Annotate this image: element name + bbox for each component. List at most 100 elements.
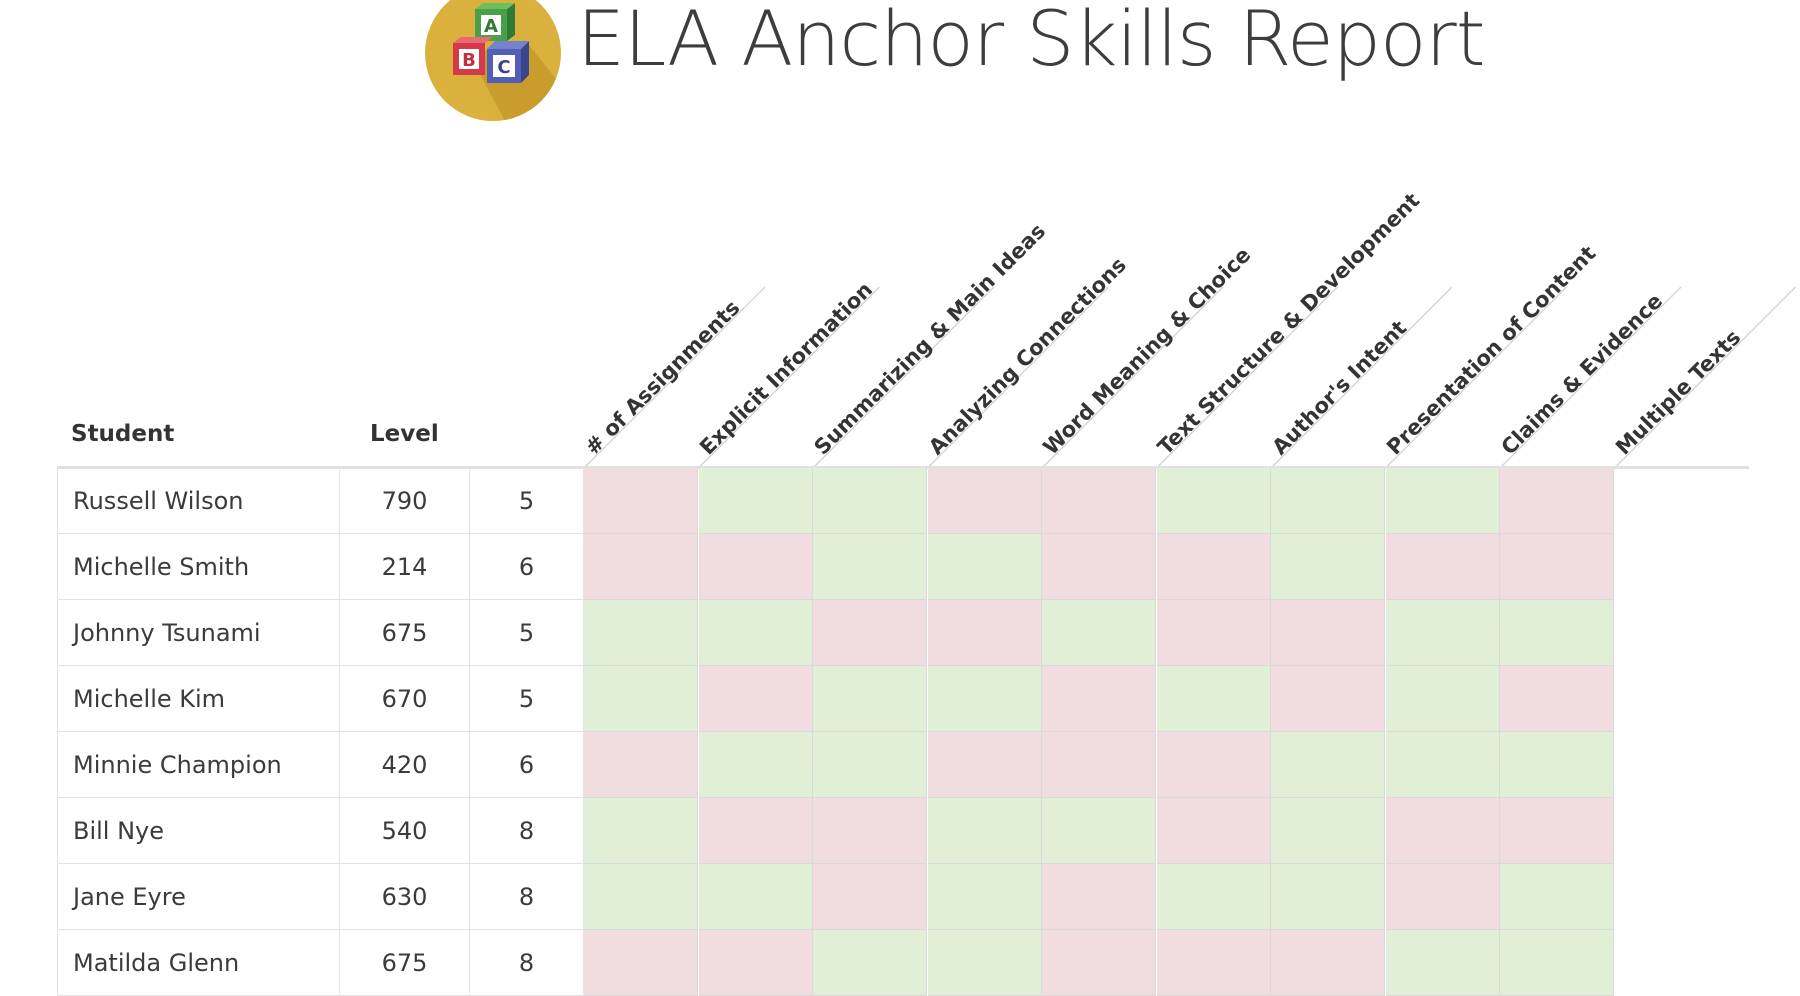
skill-status-cell[interactable] — [813, 468, 927, 534]
skill-status-cell[interactable] — [927, 930, 1042, 996]
skill-status-cell[interactable] — [1271, 534, 1385, 600]
skill-status-cell[interactable] — [1500, 732, 1614, 798]
skill-status-cell[interactable] — [1042, 666, 1156, 732]
skill-status-cell[interactable] — [813, 864, 927, 930]
skill-status-cell[interactable] — [927, 534, 1042, 600]
level-cell: 675 — [340, 600, 470, 666]
table-row[interactable]: Minnie Champion 420 6 — [57, 732, 1614, 798]
skill-status-cell[interactable] — [698, 600, 813, 666]
assignment-count-cell-text: 5 — [518, 685, 535, 713]
skill-status-cell[interactable] — [1271, 666, 1385, 732]
skill-status-cell[interactable] — [1500, 930, 1614, 996]
skill-status-cell[interactable] — [584, 930, 698, 996]
level-column-header[interactable]: Level — [370, 421, 439, 447]
skill-status-cell[interactable] — [1156, 666, 1271, 732]
skill-status-cell[interactable] — [1156, 864, 1271, 930]
skill-status-cell[interactable] — [1385, 732, 1500, 798]
table-row[interactable]: Bill Nye 540 8 — [57, 798, 1614, 864]
skill-status-cell[interactable] — [1385, 666, 1500, 732]
skill-column-header[interactable]: Text Structure & Development — [1153, 188, 1424, 459]
skill-status-cell[interactable] — [1042, 732, 1156, 798]
skill-status-cell[interactable] — [1271, 600, 1385, 666]
skill-column-header[interactable]: Summarizing & Main Ideas — [810, 219, 1051, 460]
skill-status-cell[interactable] — [813, 666, 927, 732]
skill-status-cell[interactable] — [927, 600, 1042, 666]
skill-status-cell[interactable] — [1385, 534, 1500, 600]
skill-status-cell[interactable] — [698, 732, 813, 798]
student-column-header[interactable]: Student — [71, 421, 175, 447]
skill-status-cell[interactable] — [584, 732, 698, 798]
skill-status-cell[interactable] — [1500, 600, 1614, 666]
assignment-count-cell-text: 5 — [518, 487, 535, 515]
skill-column-header[interactable]: Presentation of Content — [1382, 241, 1600, 459]
skill-status-cell[interactable] — [1271, 864, 1385, 930]
skill-status-cell[interactable] — [813, 534, 927, 600]
skill-status-cell[interactable] — [813, 732, 927, 798]
skill-status-cell[interactable] — [584, 864, 698, 930]
skill-status-cell[interactable] — [1271, 732, 1385, 798]
skill-status-cell[interactable] — [1385, 798, 1500, 864]
skill-status-cell[interactable] — [1156, 600, 1271, 666]
skill-status-cell[interactable] — [927, 864, 1042, 930]
skill-status-cell[interactable] — [813, 600, 927, 666]
skill-status-cell[interactable] — [1156, 468, 1271, 534]
abc-blocks-icon: A B C — [425, 0, 561, 121]
skill-status-cell[interactable] — [698, 468, 813, 534]
table-row[interactable]: Jane Eyre 630 8 — [57, 864, 1614, 930]
skill-status-cell[interactable] — [698, 798, 813, 864]
skill-status-cell[interactable] — [1271, 468, 1385, 534]
skill-status-cell[interactable] — [1042, 468, 1156, 534]
table-row[interactable]: Russell Wilson 790 5 — [57, 468, 1614, 534]
skill-status-cell[interactable] — [1385, 468, 1500, 534]
skill-status-cell[interactable] — [1042, 600, 1156, 666]
level-cell: 790 — [340, 468, 470, 534]
skill-status-cell[interactable] — [584, 468, 698, 534]
skill-status-cell[interactable] — [698, 666, 813, 732]
skill-status-cell[interactable] — [1156, 732, 1271, 798]
skill-status-cell[interactable] — [1156, 930, 1271, 996]
table-row[interactable]: Johnny Tsunami 675 5 — [57, 600, 1614, 666]
skill-status-cell[interactable] — [1500, 864, 1614, 930]
skill-status-cell[interactable] — [1500, 666, 1614, 732]
skill-status-cell[interactable] — [1271, 798, 1385, 864]
skill-status-cell[interactable] — [584, 600, 698, 666]
level-cell-text: 675 — [381, 619, 428, 647]
skill-status-cell[interactable] — [927, 468, 1042, 534]
skill-status-cell[interactable] — [1042, 798, 1156, 864]
skill-status-cell[interactable] — [1042, 930, 1156, 996]
skill-status-cell[interactable] — [584, 666, 698, 732]
table-row[interactable]: Michelle Kim 670 5 — [57, 666, 1614, 732]
skill-status-cell[interactable] — [927, 732, 1042, 798]
skill-status-cell[interactable] — [813, 930, 927, 996]
skill-status-cell[interactable] — [584, 798, 698, 864]
table-row[interactable]: Michelle Smith 214 6 — [57, 534, 1614, 600]
assignment-count-cell-text: 8 — [518, 883, 535, 911]
skill-status-cell[interactable] — [698, 534, 813, 600]
skill-status-cell[interactable] — [1500, 468, 1614, 534]
skill-status-cell[interactable] — [698, 930, 813, 996]
level-cell: 540 — [340, 798, 470, 864]
skill-status-cell[interactable] — [698, 864, 813, 930]
skill-status-cell[interactable] — [1385, 864, 1500, 930]
level-cell: 420 — [340, 732, 470, 798]
skill-status-cell[interactable] — [584, 534, 698, 600]
table-row[interactable]: Matilda Glenn 675 8 — [57, 930, 1614, 996]
skill-header-divider — [1270, 286, 1453, 469]
skill-column-header[interactable]: Multiple Texts — [1611, 325, 1745, 459]
skill-status-cell[interactable] — [1042, 534, 1156, 600]
skill-status-cell[interactable] — [927, 798, 1042, 864]
skill-status-cell[interactable] — [1500, 798, 1614, 864]
skill-status-cell[interactable] — [1042, 864, 1156, 930]
skill-status-cell[interactable] — [1385, 930, 1500, 996]
skill-status-cell[interactable] — [1156, 798, 1271, 864]
skill-status-cell[interactable] — [1500, 534, 1614, 600]
skill-status-cell[interactable] — [927, 666, 1042, 732]
level-cell-text: 790 — [381, 487, 428, 515]
skill-status-cell[interactable] — [1385, 600, 1500, 666]
student-name-cell-text: Michelle Kim — [73, 685, 226, 713]
skill-column-header[interactable]: Word Meaning & Choice — [1039, 243, 1256, 460]
skill-status-cell[interactable] — [1156, 534, 1271, 600]
skill-status-cell[interactable] — [1271, 930, 1385, 996]
skill-status-cell[interactable] — [813, 798, 927, 864]
skill-column-header[interactable]: Analyzing Connections — [924, 253, 1131, 460]
